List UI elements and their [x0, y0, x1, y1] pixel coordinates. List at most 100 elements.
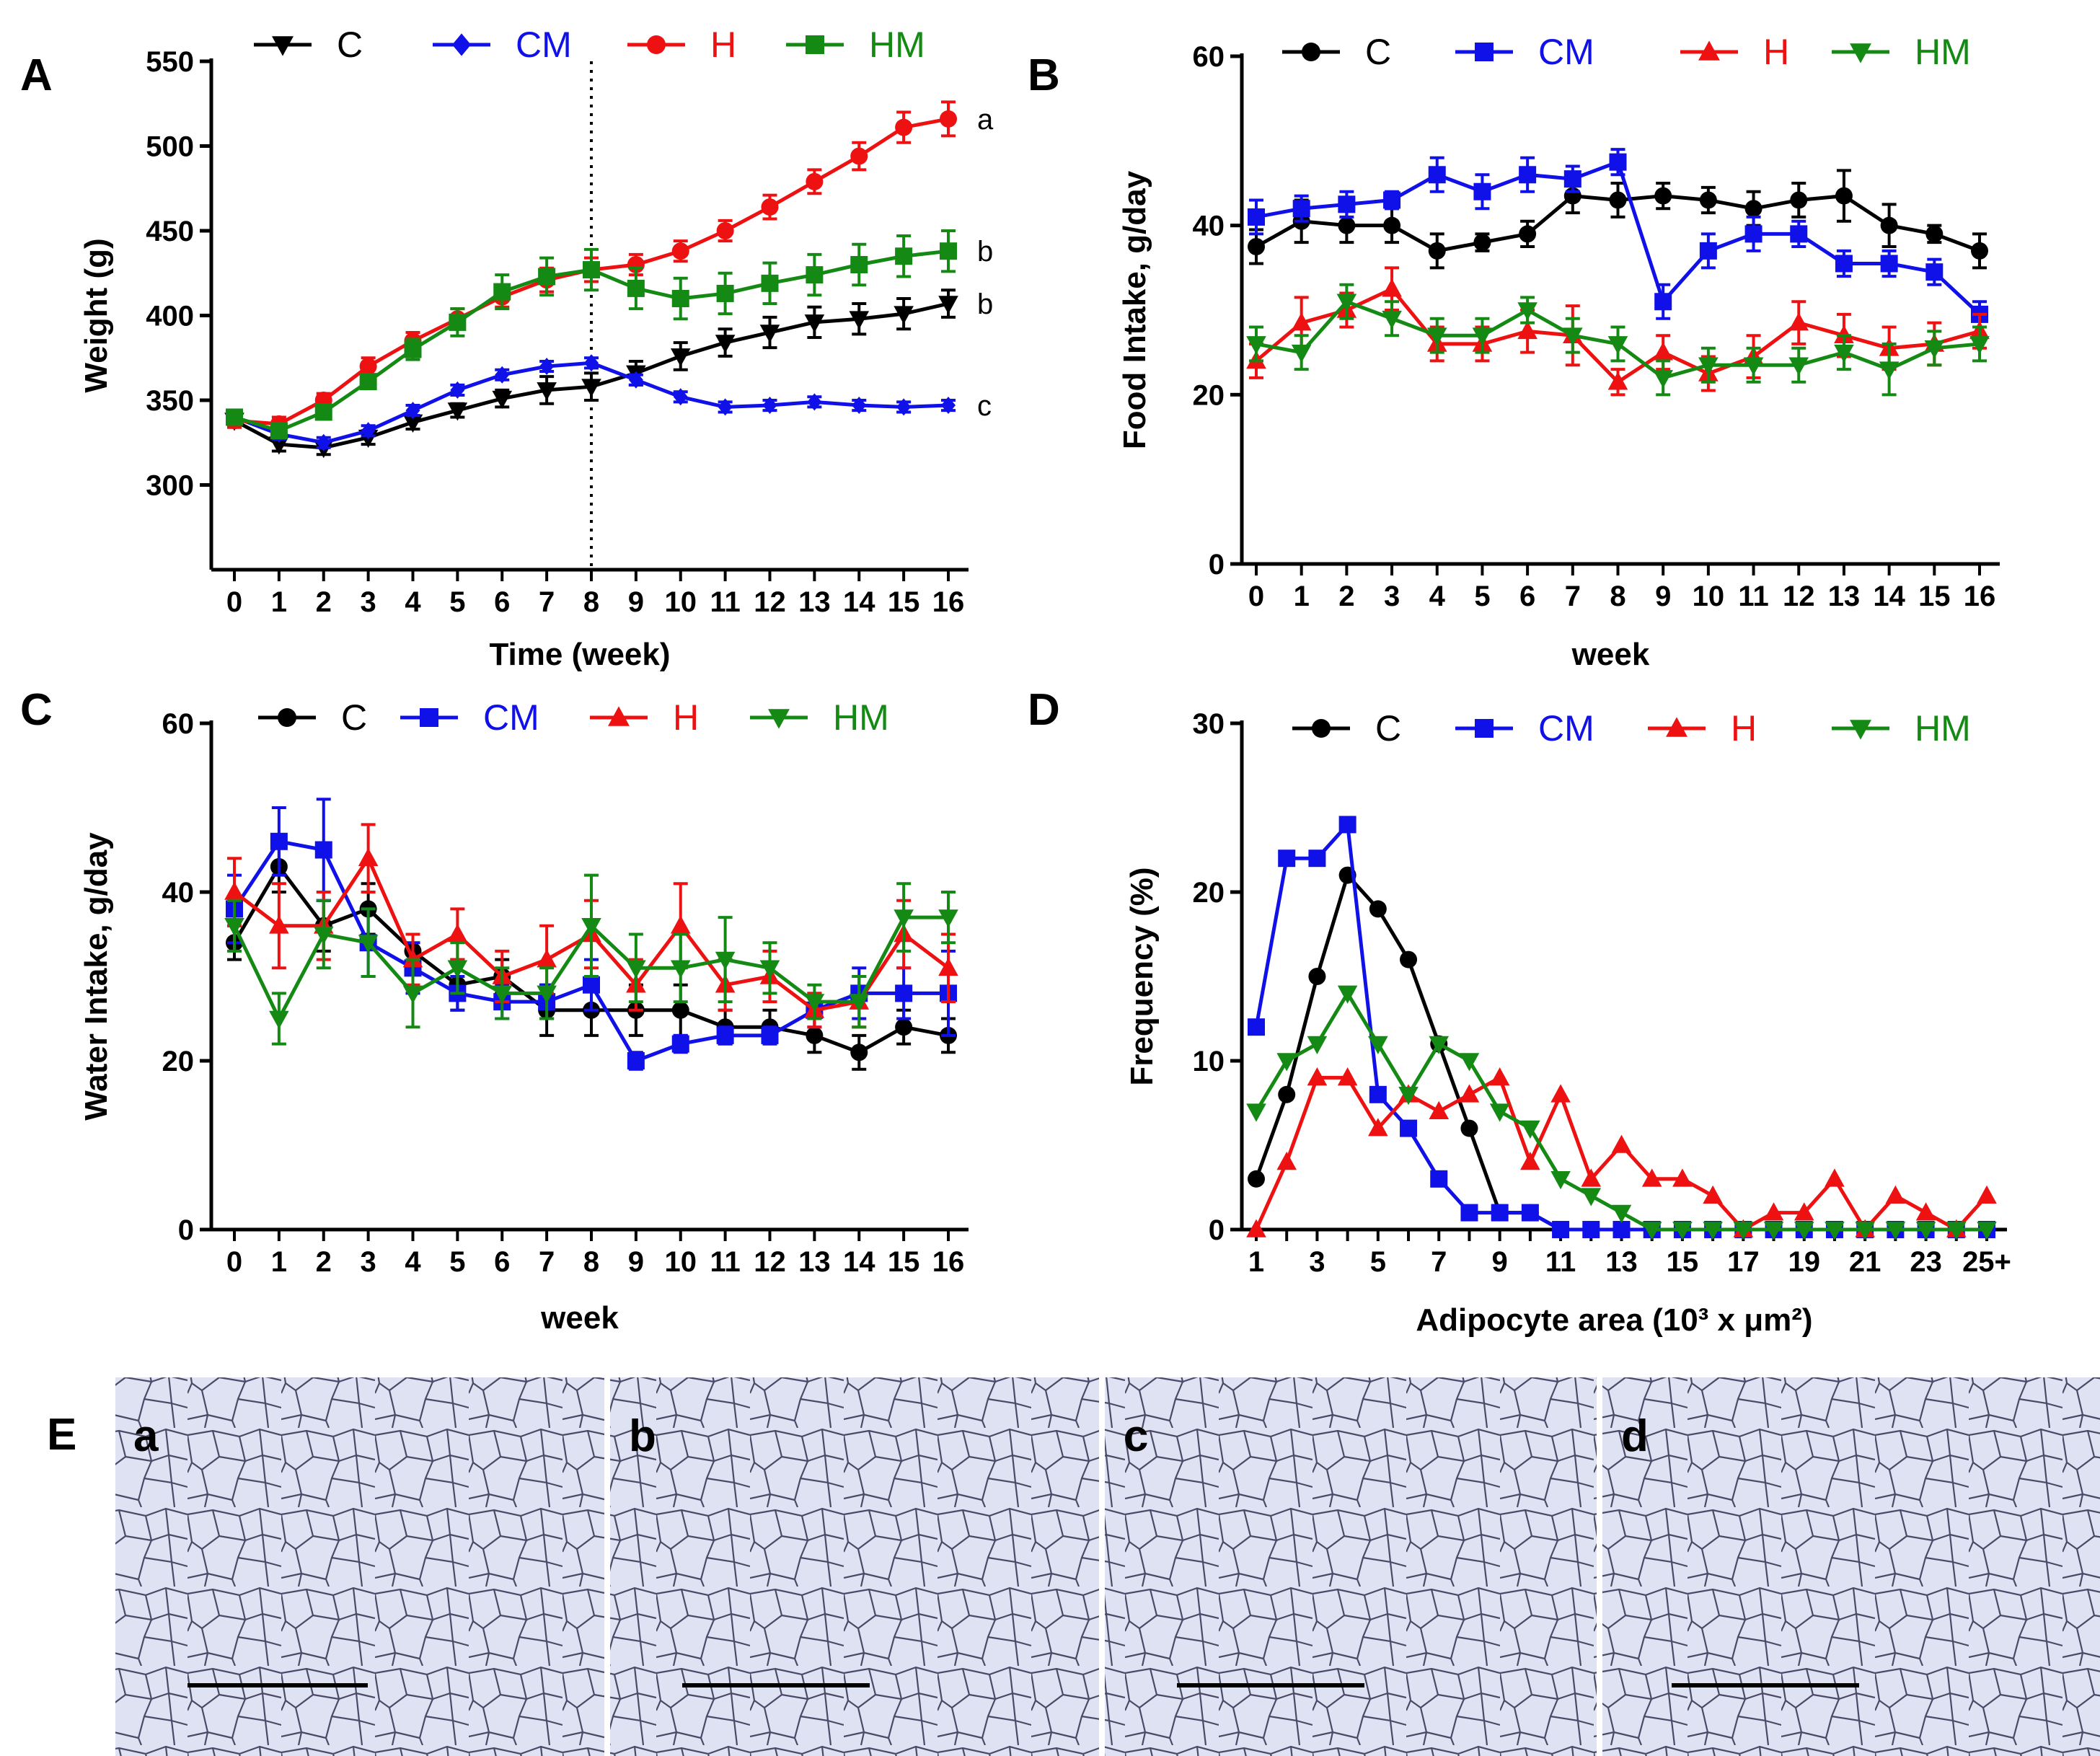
x-tick-label: 7 [1431, 1246, 1447, 1278]
legend-item-c: C [258, 697, 367, 738]
data-point [938, 909, 958, 928]
y-tick-label: 400 [146, 301, 194, 332]
x-tick-label: 13 [798, 1246, 831, 1278]
legend-item-cm: CM [1455, 32, 1594, 72]
y-tick-label: 0 [1209, 1214, 1225, 1246]
data-point [670, 960, 691, 979]
data-point [1248, 1170, 1265, 1188]
legend-item-c: C [1292, 708, 1401, 749]
legend-label: H [710, 25, 736, 65]
x-tick-label: 8 [583, 586, 599, 618]
x-tick-label: 2 [316, 586, 332, 618]
legend-item-cm: CM [400, 697, 539, 738]
data-point [583, 261, 600, 279]
data-point [539, 358, 555, 375]
data-point [938, 296, 958, 314]
data-point [807, 393, 822, 411]
data-point [269, 915, 289, 934]
data-point [1835, 255, 1853, 273]
data-point [1276, 1053, 1297, 1072]
legend-marker [768, 709, 790, 729]
legend-label: C [341, 697, 367, 738]
data-point [1581, 1188, 1602, 1206]
data-point [894, 909, 914, 928]
data-point [1743, 357, 1764, 376]
micrograph-b: b [610, 1377, 1099, 1756]
data-point [626, 960, 646, 979]
data-point [359, 373, 377, 391]
data-point [1382, 310, 1402, 330]
data-point [1519, 225, 1537, 243]
data-point [1246, 1219, 1266, 1237]
x-tick-label: 5 [449, 1246, 465, 1278]
data-point [1563, 170, 1581, 188]
legend-label: HM [1915, 32, 1971, 72]
data-point [402, 985, 423, 1004]
data-point [1969, 336, 1990, 355]
data-point [1278, 850, 1296, 868]
data-point [581, 379, 601, 397]
legend-label: C [337, 25, 363, 65]
data-point [1609, 153, 1627, 171]
data-point [405, 402, 420, 420]
x-tick-label: 4 [405, 1246, 421, 1278]
y-tick-label: 30 [1193, 708, 1225, 740]
data-point [1400, 950, 1418, 969]
data-point [1428, 242, 1446, 260]
data-point [1338, 816, 1356, 834]
series-c [1248, 169, 1988, 270]
data-point [1703, 1222, 1723, 1240]
legend-marker [1850, 43, 1871, 63]
data-point [627, 1052, 645, 1069]
x-tick-label: 4 [405, 586, 421, 618]
data-point [1248, 1018, 1265, 1036]
data-point [806, 1026, 824, 1044]
data-point [762, 397, 777, 415]
micrograph-a: a [115, 1377, 604, 1756]
data-point [1607, 336, 1628, 355]
series-c [224, 288, 958, 459]
data-point [1428, 166, 1446, 184]
y-tick-label: 0 [178, 1214, 194, 1246]
data-point [1744, 225, 1762, 243]
data-point [1653, 342, 1673, 361]
data-point [1977, 1185, 1997, 1204]
legend-label: C [1365, 32, 1391, 72]
y-axis-label: Frequency (%) [1124, 867, 1160, 1085]
series-hm [226, 229, 957, 440]
x-tick-label: 3 [361, 586, 376, 618]
micrograph-label: c [1124, 1411, 1148, 1461]
x-tick-label: 12 [754, 1246, 786, 1278]
series-cm [1248, 816, 1995, 1238]
data-point [1946, 1222, 1967, 1240]
x-tick-label: 6 [1519, 581, 1535, 612]
micrograph-label: d [1621, 1411, 1649, 1461]
legend-item-cm: CM [433, 25, 572, 65]
legend-marker [1698, 40, 1720, 61]
data-point [270, 832, 288, 850]
x-tick-label: 5 [1474, 581, 1490, 612]
data-point [1291, 344, 1312, 363]
x-tick-label: 12 [1783, 581, 1815, 612]
data-point [1292, 200, 1310, 218]
data-point [1977, 1222, 1997, 1240]
data-point [1794, 1222, 1814, 1240]
panel-label-d: D [1028, 685, 1060, 735]
data-point [1429, 1100, 1450, 1119]
x-axis-label: week [1571, 637, 1650, 672]
data-point [1915, 1222, 1936, 1240]
data-point [537, 985, 557, 1004]
data-point [716, 222, 734, 239]
legend-label: HM [1915, 708, 1971, 749]
data-point [940, 242, 957, 260]
data-point [450, 381, 465, 399]
x-tick-label: 15 [1667, 1246, 1699, 1278]
data-point [1611, 1134, 1632, 1153]
data-point [850, 256, 868, 273]
x-axis-label: Time (week) [489, 637, 670, 672]
data-point [1641, 1222, 1662, 1240]
x-tick-label: 4 [1429, 581, 1446, 612]
legend-marker [806, 35, 824, 54]
